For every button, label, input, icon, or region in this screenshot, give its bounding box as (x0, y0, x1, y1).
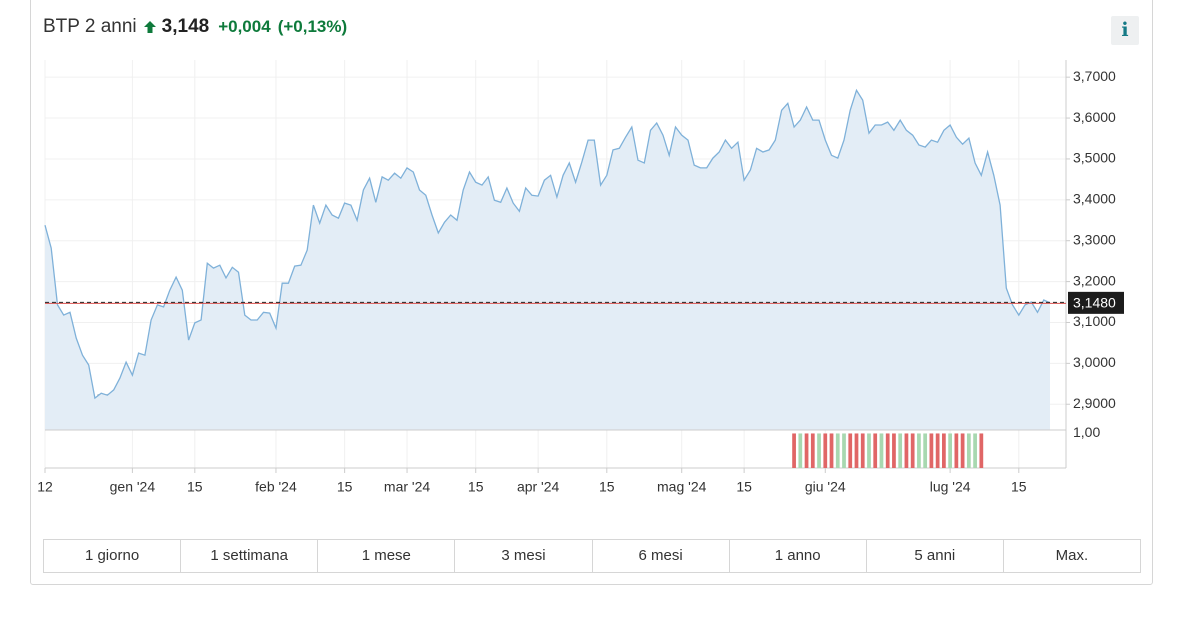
volume-bar (835, 433, 840, 468)
x-tick-label: 12 (37, 479, 53, 495)
x-tick-label: mar '24 (384, 479, 430, 495)
range-button[interactable]: 3 mesi (454, 540, 591, 572)
change: +0,004 (218, 17, 271, 36)
volume-bar (810, 433, 815, 468)
volume-bar (817, 433, 821, 468)
range-button[interactable]: 1 mese (317, 540, 454, 572)
y-tick-label: 3,4000 (1073, 191, 1116, 207)
volume-bar (960, 433, 965, 468)
x-tick-label: 15 (599, 479, 615, 495)
volume-bar (798, 433, 803, 468)
y-tick-label: 3,1000 (1073, 313, 1116, 329)
volume-bar (917, 433, 921, 468)
volume-bar (904, 433, 909, 468)
volume-bar (842, 433, 846, 468)
x-tick-label: 15 (736, 479, 752, 495)
x-tick-label: apr '24 (517, 479, 560, 495)
x-tick-label: gen '24 (110, 479, 156, 495)
price-line (44, 88, 1051, 400)
y-tick-label: 3,6000 (1073, 109, 1116, 125)
x-tick-label: giu '24 (805, 479, 846, 495)
header: BTP 2 anni 3,148 +0,004 (+0,13%) (43, 15, 347, 39)
range-button[interactable]: 1 anno (728, 540, 866, 572)
info-button[interactable]: i (1111, 16, 1139, 45)
volume-bar (823, 433, 828, 468)
volume-bar (942, 433, 946, 468)
range-button[interactable]: Max. (1002, 540, 1140, 572)
instrument-title: BTP 2 anni (43, 16, 137, 37)
volume-bar (979, 433, 984, 468)
x-tick-label: 15 (468, 479, 484, 495)
range-selector: 1 giorno 1 settimana 1 mese 3 mesi 6 mesi 1 a… (43, 539, 1141, 573)
volume-bar (973, 433, 977, 468)
range-button[interactable]: 1 giorno (84, 547, 140, 564)
chart-card (30, 0, 1153, 585)
volume-bar (948, 433, 952, 468)
volume-bar (792, 433, 796, 468)
volume-bar (923, 433, 928, 468)
volume-bar (873, 433, 878, 468)
y-tick-label: 3,5000 (1073, 150, 1116, 166)
y-tick-label: 3,0000 (1073, 354, 1116, 370)
volume-bar (954, 433, 959, 468)
volume-bar (935, 433, 940, 468)
volume-bar (867, 433, 871, 468)
volume-bar (804, 433, 809, 468)
volume-bar (885, 433, 890, 468)
current-label: 3,1480 (1073, 295, 1116, 311)
x-tick-label: 15 (1011, 479, 1027, 495)
up-arrow-icon (143, 21, 156, 33)
area (45, 90, 1050, 431)
volume-bar (860, 433, 865, 468)
y-tick-label: 3,3000 (1073, 231, 1116, 247)
range-button[interactable]: 6 mesi (591, 540, 729, 572)
volume-bar (879, 433, 884, 468)
range-button[interactable]: 1 settimana (180, 540, 317, 572)
volume-tick-label: 1,00 (1073, 424, 1100, 440)
range-button[interactable]: 5 anni (865, 540, 1003, 572)
volume-bar (892, 433, 896, 468)
x-tick-label: 15 (337, 479, 353, 495)
x-tick-label: mag '24 (657, 479, 707, 495)
chart: Investing.com3,70003,60003,50003,40003,3… (37, 60, 1124, 495)
y-tick-label: 3,2000 (1073, 272, 1116, 288)
y-tick-label: 2,9000 (1073, 395, 1116, 411)
current-label-box (1068, 291, 1124, 314)
y-tick-label: 3,7000 (1073, 68, 1116, 84)
volume-bar (910, 433, 915, 468)
x-tick-label: feb '24 (255, 479, 297, 495)
price: 3,148 (161, 16, 210, 37)
x-tick-label: 15 (187, 479, 203, 495)
volume-bar (829, 433, 834, 468)
change-percent: (+0,13%) (277, 17, 348, 36)
volume-bar (848, 433, 853, 468)
volume-bar (898, 433, 903, 468)
x-tick-label: lug '24 (930, 479, 971, 495)
volume-bar (966, 433, 971, 468)
volume-bar (854, 433, 859, 468)
volume-bar (929, 433, 934, 468)
